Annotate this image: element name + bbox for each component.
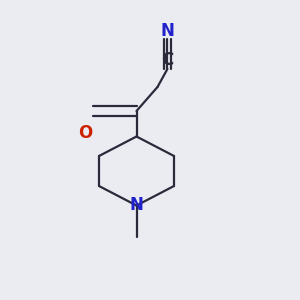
Text: O: O [78,124,93,142]
Text: N: N [130,196,143,214]
Text: C: C [161,51,173,69]
Text: N: N [160,22,174,40]
